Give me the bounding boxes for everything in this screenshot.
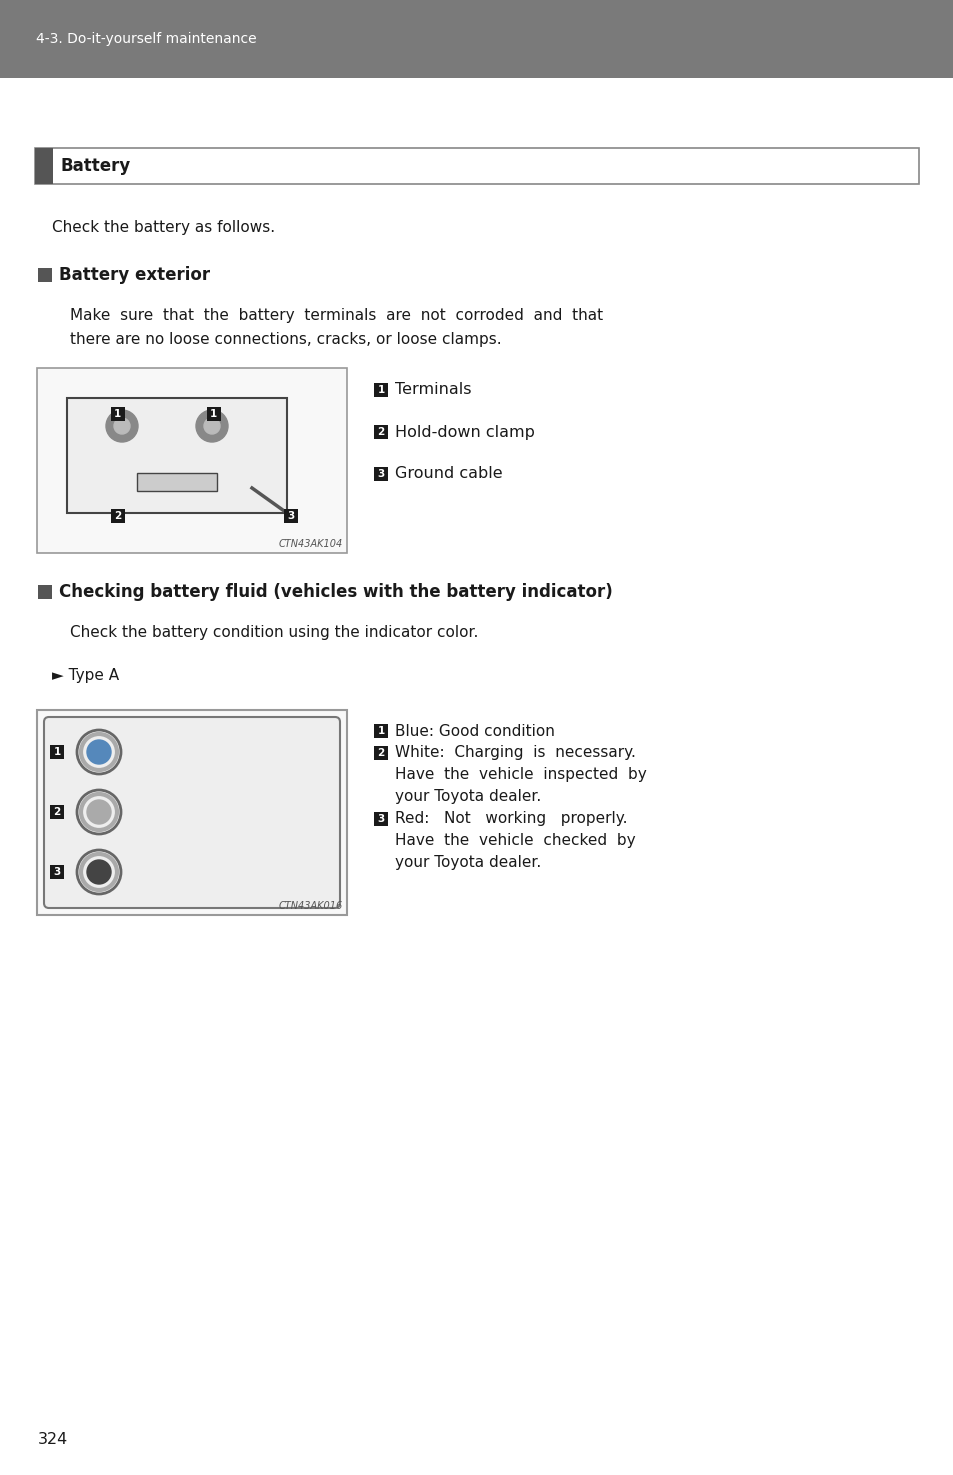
Circle shape	[87, 799, 111, 825]
Bar	[38, 586, 52, 599]
Bar	[0, 0, 953, 78]
Text: 1: 1	[113, 409, 121, 419]
Bar	[374, 813, 388, 826]
Bar	[35, 148, 53, 184]
Text: Check the battery as follows.: Check the battery as follows.	[52, 220, 274, 235]
Text: CTN43AK104: CTN43AK104	[278, 538, 343, 549]
Bar	[50, 864, 64, 879]
Text: there are no loose connections, cracks, or loose clamps.: there are no loose connections, cracks, …	[70, 332, 501, 347]
Bar	[50, 805, 64, 819]
Text: your Toyota dealer.: your Toyota dealer.	[395, 855, 540, 870]
Circle shape	[113, 417, 130, 434]
Bar	[374, 724, 388, 738]
Bar	[374, 746, 388, 760]
Bar	[137, 473, 216, 491]
Text: Hold-down clamp: Hold-down clamp	[395, 425, 535, 440]
Bar	[374, 468, 388, 481]
Text: 2: 2	[113, 510, 121, 521]
Circle shape	[106, 410, 138, 442]
Text: Have  the  vehicle  inspected  by: Have the vehicle inspected by	[395, 767, 646, 783]
Text: 1: 1	[53, 746, 61, 757]
Text: 3: 3	[377, 814, 384, 825]
Text: Red:   Not   working   properly.: Red: Not working properly.	[395, 811, 627, 826]
Text: 1: 1	[377, 726, 384, 736]
Bar	[37, 709, 347, 914]
Text: Battery: Battery	[61, 156, 132, 176]
Text: 324: 324	[38, 1432, 69, 1447]
Bar	[374, 425, 388, 440]
Bar	[111, 509, 125, 524]
Text: Checking battery fluid (vehicles with the battery indicator): Checking battery fluid (vehicles with th…	[59, 583, 612, 600]
Text: ► Type A: ► Type A	[52, 668, 119, 683]
Bar	[284, 509, 298, 524]
Circle shape	[87, 740, 111, 764]
Text: 2: 2	[377, 748, 384, 758]
Text: Ground cable: Ground cable	[395, 466, 502, 481]
Text: 3: 3	[377, 469, 384, 479]
Text: Battery exterior: Battery exterior	[59, 266, 210, 285]
Text: Check the battery condition using the indicator color.: Check the battery condition using the in…	[70, 625, 477, 640]
Text: 3: 3	[53, 867, 61, 878]
Bar	[67, 398, 287, 513]
Circle shape	[195, 410, 228, 442]
Text: 1: 1	[210, 409, 217, 419]
Text: 3: 3	[287, 510, 294, 521]
Bar	[38, 268, 52, 282]
Text: Blue: Good condition: Blue: Good condition	[395, 724, 555, 739]
Text: 4-3. Do-it-yourself maintenance: 4-3. Do-it-yourself maintenance	[36, 32, 256, 46]
Text: your Toyota dealer.: your Toyota dealer.	[395, 789, 540, 804]
Text: 2: 2	[377, 426, 384, 437]
Text: Have  the  vehicle  checked  by: Have the vehicle checked by	[395, 833, 635, 848]
Bar	[111, 407, 125, 422]
Bar	[35, 148, 918, 184]
Circle shape	[204, 417, 220, 434]
Text: 2: 2	[53, 807, 61, 817]
Circle shape	[87, 860, 111, 884]
Text: White:  Charging  is  necessary.: White: Charging is necessary.	[395, 745, 636, 761]
Text: CTN43AK016: CTN43AK016	[278, 901, 343, 912]
FancyBboxPatch shape	[44, 717, 339, 909]
Bar	[374, 384, 388, 397]
Text: Terminals: Terminals	[395, 382, 471, 397]
Text: 1: 1	[377, 385, 384, 395]
Bar	[37, 367, 347, 553]
Bar	[207, 407, 220, 422]
Text: Make  sure  that  the  battery  terminals  are  not  corroded  and  that: Make sure that the battery terminals are…	[70, 308, 602, 323]
Bar	[50, 745, 64, 760]
